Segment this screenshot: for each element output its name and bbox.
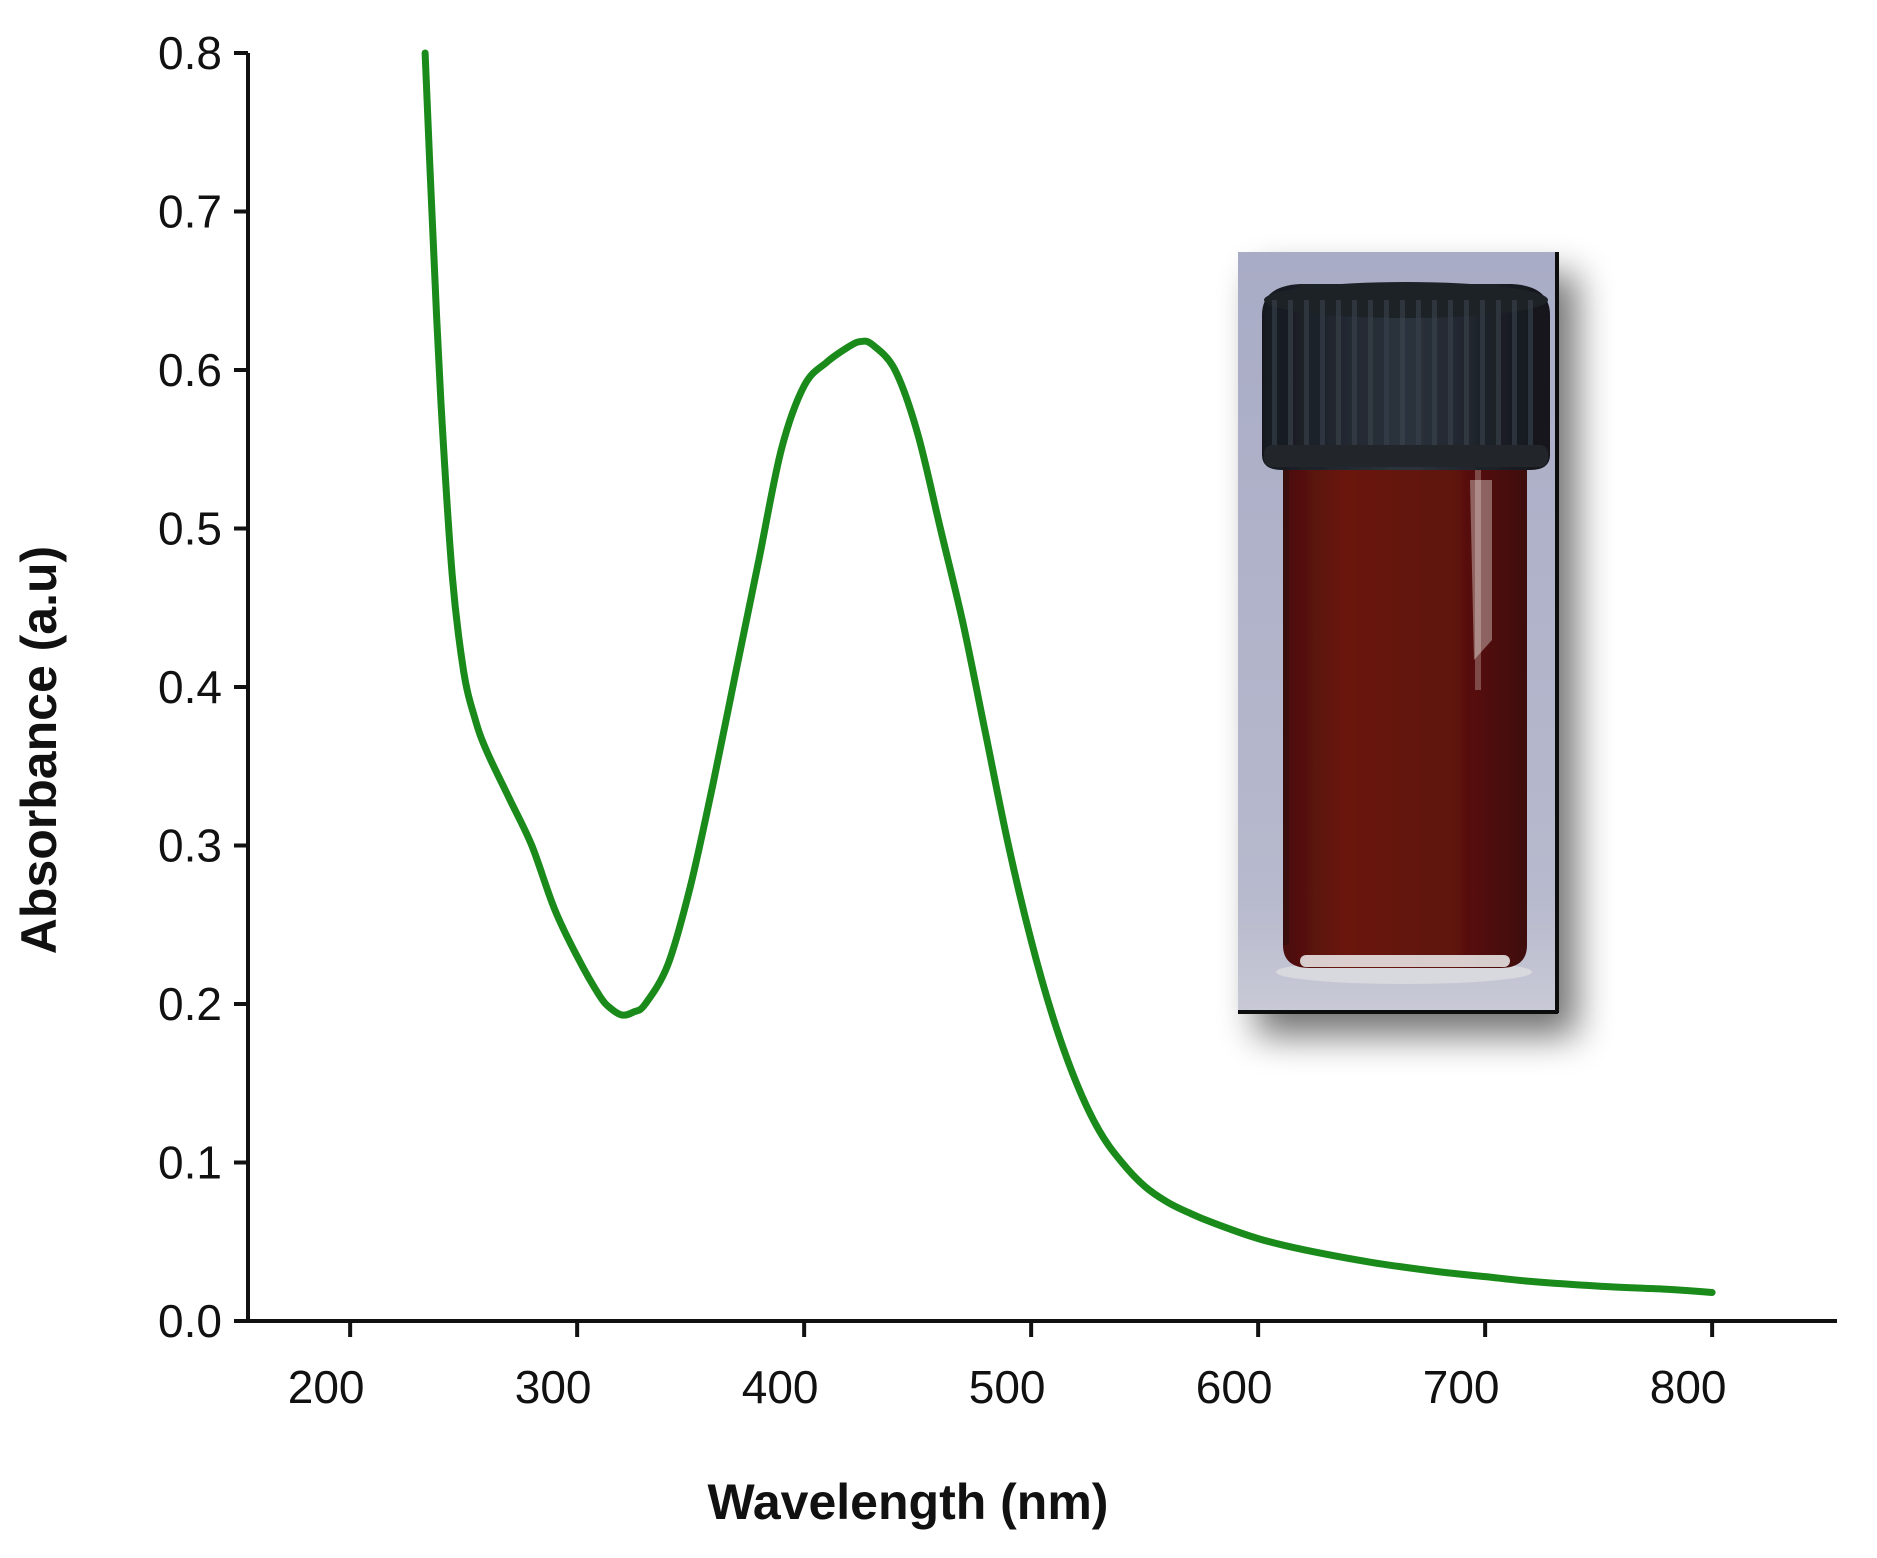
y-tick-label: 0.4 bbox=[158, 661, 222, 713]
cap-ridges bbox=[1272, 300, 1533, 448]
x-tick-label: 300 bbox=[515, 1361, 592, 1413]
cap-ridge bbox=[1512, 300, 1517, 448]
x-tick-label: 200 bbox=[288, 1361, 365, 1413]
cap-top bbox=[1264, 282, 1548, 318]
cap-ridge bbox=[1320, 300, 1325, 448]
cap-ridge bbox=[1288, 300, 1293, 448]
cap-ridge bbox=[1272, 300, 1277, 448]
vial-highlight-2 bbox=[1475, 470, 1481, 690]
vial-inset-photo bbox=[1238, 252, 1559, 1014]
cap-ridge bbox=[1352, 300, 1357, 448]
y-axis-title: Absorbance (a.u) bbox=[11, 546, 67, 954]
vial bbox=[1276, 465, 1532, 984]
x-tick-label: 600 bbox=[1196, 1361, 1273, 1413]
cap-ridge bbox=[1304, 300, 1309, 448]
y-tick-label: 0.1 bbox=[158, 1137, 222, 1189]
absorbance-series-line bbox=[421, 49, 1716, 1296]
cap-ridge bbox=[1464, 300, 1469, 448]
cap-ridge bbox=[1496, 300, 1501, 448]
x-axis-title: Wavelength (nm) bbox=[708, 1474, 1109, 1530]
x-tick-label: 800 bbox=[1650, 1361, 1727, 1413]
y-tick-label: 0.2 bbox=[158, 978, 222, 1030]
cap-ridge bbox=[1528, 300, 1533, 448]
x-tick-label: 500 bbox=[969, 1361, 1046, 1413]
cap-ridge bbox=[1416, 300, 1421, 448]
vial-glass-edge-left bbox=[1283, 465, 1289, 945]
cap-ridge bbox=[1400, 300, 1405, 448]
cap-ridge bbox=[1368, 300, 1373, 448]
y-tick-label: 0.6 bbox=[158, 344, 222, 396]
y-tick-label: 0.8 bbox=[158, 27, 222, 79]
cap-ridge bbox=[1336, 300, 1341, 448]
y-tick-label: 0.3 bbox=[158, 820, 222, 872]
y-tick-label: 0.7 bbox=[158, 186, 222, 238]
cap-body bbox=[1262, 284, 1550, 470]
axes bbox=[246, 53, 1837, 1323]
cap-ridge bbox=[1432, 300, 1437, 448]
x-tick-label: 400 bbox=[742, 1361, 819, 1413]
cap-rim bbox=[1264, 445, 1548, 467]
y-ticks: 0.0 0.1 0.2 0.3 0.4 0.5 0.6 0.7 0.8 bbox=[158, 27, 248, 1347]
cap-ridge bbox=[1448, 300, 1453, 448]
cap-ridge bbox=[1384, 300, 1389, 448]
vial-bottom-glass bbox=[1300, 955, 1510, 967]
y-tick-label: 0.0 bbox=[158, 1295, 222, 1347]
vial-cap bbox=[1262, 282, 1550, 470]
cap-ridge bbox=[1480, 300, 1485, 448]
x-ticks: 200 300 400 500 600 700 800 bbox=[288, 1321, 1727, 1413]
vial-liquid bbox=[1283, 465, 1527, 968]
x-tick-label: 700 bbox=[1423, 1361, 1500, 1413]
y-tick-label: 0.5 bbox=[158, 503, 222, 555]
